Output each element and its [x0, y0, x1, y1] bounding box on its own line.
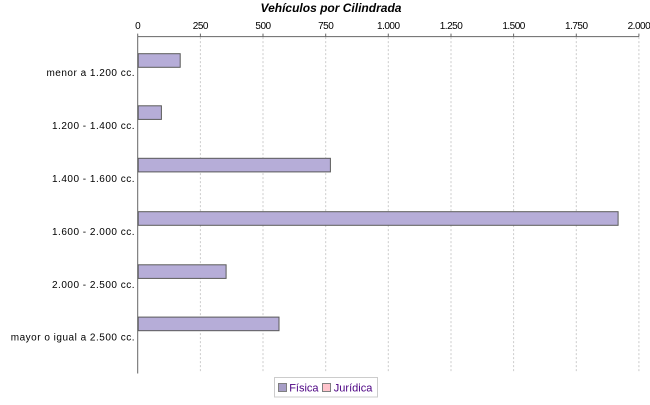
svg-text:1.000: 1.000 — [377, 21, 400, 32]
svg-text:500: 500 — [255, 21, 271, 32]
svg-text:Jurídica: Jurídica — [334, 383, 373, 395]
svg-text:2.000 - 2.500 cc.: 2.000 - 2.500 cc. — [52, 280, 135, 291]
svg-text:1.500: 1.500 — [502, 21, 525, 32]
svg-text:250: 250 — [193, 21, 209, 32]
svg-text:1.750: 1.750 — [565, 21, 588, 32]
svg-text:Física: Física — [289, 383, 319, 395]
svg-text:0: 0 — [135, 21, 141, 32]
svg-text:2.000: 2.000 — [628, 21, 650, 32]
svg-text:1.400 - 1.600 cc.: 1.400 - 1.600 cc. — [52, 174, 135, 185]
svg-text:1.250: 1.250 — [440, 21, 463, 32]
svg-text:Vehículos por Cilindrada: Vehículos por Cilindrada — [261, 1, 402, 15]
svg-text:1.200 - 1.400 cc.: 1.200 - 1.400 cc. — [52, 121, 135, 132]
svg-text:mayor o igual a 2.500 cc.: mayor o igual a 2.500 cc. — [11, 333, 135, 344]
svg-text:menor a 1.200 cc.: menor a 1.200 cc. — [46, 68, 135, 79]
svg-text:750: 750 — [318, 21, 334, 32]
svg-text:1.600 - 2.000 cc.: 1.600 - 2.000 cc. — [52, 227, 135, 238]
